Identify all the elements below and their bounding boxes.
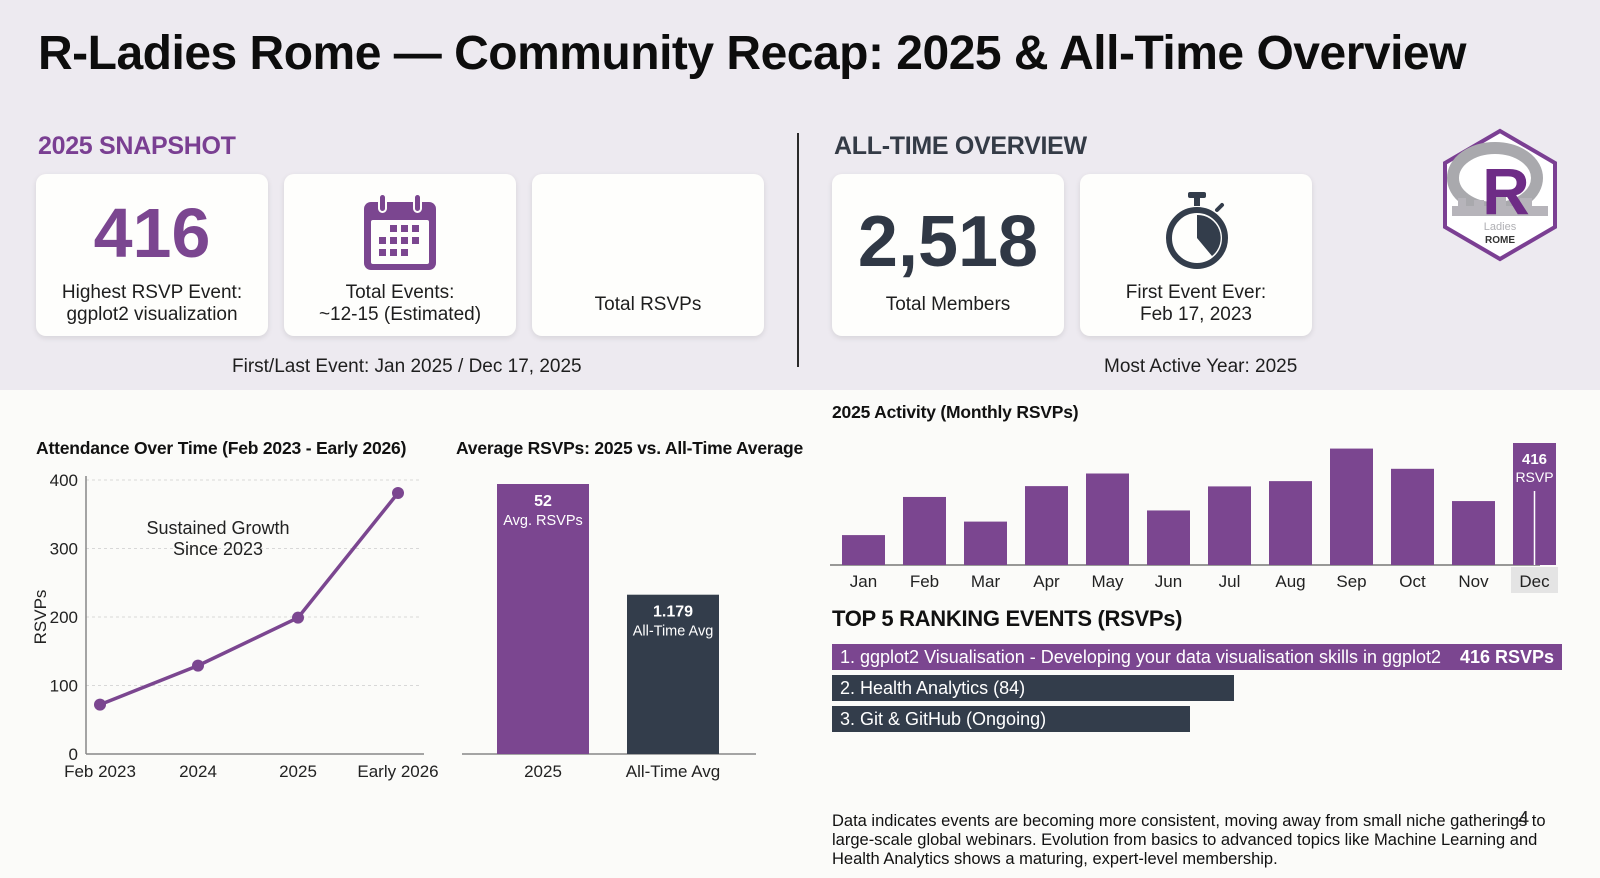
avg-chart-title: Average RSVPs: 2025 vs. All-Time Average [456, 438, 804, 458]
page-title: R-Ladies Rome — Community Recap: 2025 & … [38, 27, 1466, 80]
data-point [94, 698, 106, 711]
x-tick-label: Jun [1155, 572, 1182, 591]
ranking-bar: 1. ggplot2 Visualisation - Developing yo… [832, 644, 1562, 670]
ranking-value: 416 RSVPs [1459, 647, 1554, 667]
bar-caption: All-Time Avg [633, 624, 714, 640]
data-point [192, 659, 204, 672]
bar-value-label: 1.179 [653, 604, 693, 621]
card-label: First Event Ever: [1125, 282, 1267, 303]
bar [1208, 486, 1251, 565]
x-tick-label: Aug [1275, 572, 1305, 591]
bar-value-label: 52 [534, 493, 552, 510]
highest-rsvp-card: 416 Highest RSVP Event: ggplot2 visualiz… [36, 174, 268, 336]
section-divider [797, 133, 799, 367]
snapshot-heading: 2025 SNAPSHOT [38, 132, 236, 160]
attendance-line [99, 491, 400, 707]
bar [497, 484, 589, 754]
x-tick-label: Oct [1399, 572, 1426, 591]
card-label: Total Events: [345, 282, 455, 303]
data-point [292, 611, 304, 624]
summary-text: Data indicates events are becoming more … [832, 812, 1546, 868]
y-tick-label: 0 [69, 745, 78, 764]
highlight-value: 416 [1522, 451, 1547, 468]
x-tick-label: Mar [971, 572, 1001, 591]
x-tick-label: 2024 [179, 762, 217, 781]
y-tick-label: 300 [50, 540, 78, 559]
data-point [392, 487, 404, 500]
bar [627, 594, 719, 754]
y-axis-label: RSVPs [31, 590, 50, 645]
logo-line1: Ladies [1484, 221, 1517, 233]
total-members-card: 2,518 Total Members [832, 174, 1064, 336]
chart-annotation: Since 2023 [173, 539, 263, 559]
x-tick-label: Nov [1458, 572, 1489, 591]
rladies-rome-logo: R Ladies ROME [1443, 128, 1557, 262]
alltime-heading: ALL-TIME OVERVIEW [834, 132, 1087, 160]
y-tick-label: 200 [50, 608, 78, 627]
x-tick-label: Early 2026 [357, 762, 438, 781]
x-tick-label: Feb [910, 572, 939, 591]
ranking-label: 1. ggplot2 Visualisation - Developing yo… [840, 647, 1442, 667]
highlight-caption: RSVP [1515, 469, 1553, 485]
bar [1330, 448, 1373, 565]
bar [1086, 473, 1129, 565]
y-tick-label: 400 [50, 471, 78, 490]
highest-rsvp-value: 416 [93, 194, 211, 272]
most-active-year: Most Active Year: 2025 [1104, 356, 1298, 377]
bar [1147, 510, 1190, 565]
monthly-chart-title: 2025 Activity (Monthly RSVPs) [832, 402, 1079, 422]
first-event-card: First Event Ever: Feb 17, 2023 [1080, 174, 1312, 336]
x-tick-label: Jul [1219, 572, 1241, 591]
calendar-icon [364, 193, 436, 270]
x-tick-label: Jan [850, 572, 877, 591]
card-label: ggplot2 visualization [66, 304, 238, 325]
ranking-label: 3. Git & GitHub (Ongoing) [840, 709, 1047, 729]
bar-caption: Avg. RSVPs [503, 513, 583, 529]
card-label: ~12-15 (Estimated) [318, 304, 482, 325]
line-chart-title: Attendance Over Time (Feb 2023 - Early 2… [36, 438, 407, 458]
first-last-event: First/Last Event: Jan 2025 / Dec 17, 202… [232, 356, 582, 377]
line-chart: 0 100 200 300 400 RSVPs Feb 2023 2024 2025 Early … [31, 471, 439, 781]
total-events-card: Total Events: ~12-15 (Estimated) [284, 174, 516, 336]
total-members-value: 2,518 [857, 202, 1039, 282]
x-tick-label: All-Time Avg [626, 762, 720, 781]
logo-letter: R [1482, 154, 1530, 228]
monthly-bar-chart: Jan Feb Mar Apr May Jun Jul Aug Sep Oct Nov Dec 416R… [830, 443, 1558, 593]
bar [1025, 486, 1068, 565]
total-rsvps-card: Total RSVPs [532, 174, 764, 336]
chart-annotation: Sustained Growth [146, 518, 289, 538]
ranking-label: 2. Health Analytics (84) [840, 678, 1026, 698]
bar [842, 535, 885, 565]
card-label: Feb 17, 2023 [1140, 304, 1252, 325]
ranking-title: TOP 5 RANKING EVENTS (RSVPs) [832, 606, 1183, 631]
card-label: Highest RSVP Event: [61, 282, 243, 303]
ranking-bar: 3. Git & GitHub (Ongoing) [832, 706, 1190, 732]
avg-bar-chart: 52 Avg. RSVPs 2025 1.179 All-Time Avg All-Tim… [462, 484, 756, 781]
logo-line2: ROME [1485, 235, 1515, 246]
x-tick-label: Sep [1336, 572, 1366, 591]
x-tick-label: 2025 [279, 762, 317, 781]
x-tick-label: Apr [1033, 572, 1060, 591]
bar [1391, 468, 1434, 565]
card-label: Total RSVPs [594, 294, 702, 315]
x-tick-label: May [1091, 572, 1124, 591]
x-tick-label: Feb 2023 [64, 762, 136, 781]
bar [903, 496, 946, 565]
page-number: 4 [1518, 808, 1530, 830]
ranking-bar: 2. Health Analytics (84) [832, 675, 1234, 701]
x-tick-label: Dec [1519, 572, 1550, 591]
y-tick-label: 100 [50, 677, 78, 696]
bar [964, 521, 1007, 565]
bar [1452, 501, 1495, 565]
stopwatch-icon [1166, 192, 1228, 269]
x-tick-label: 2025 [524, 762, 562, 781]
card-label: Total Members [885, 294, 1011, 315]
bar [1269, 481, 1312, 565]
highlight-label-bg [1511, 567, 1558, 593]
